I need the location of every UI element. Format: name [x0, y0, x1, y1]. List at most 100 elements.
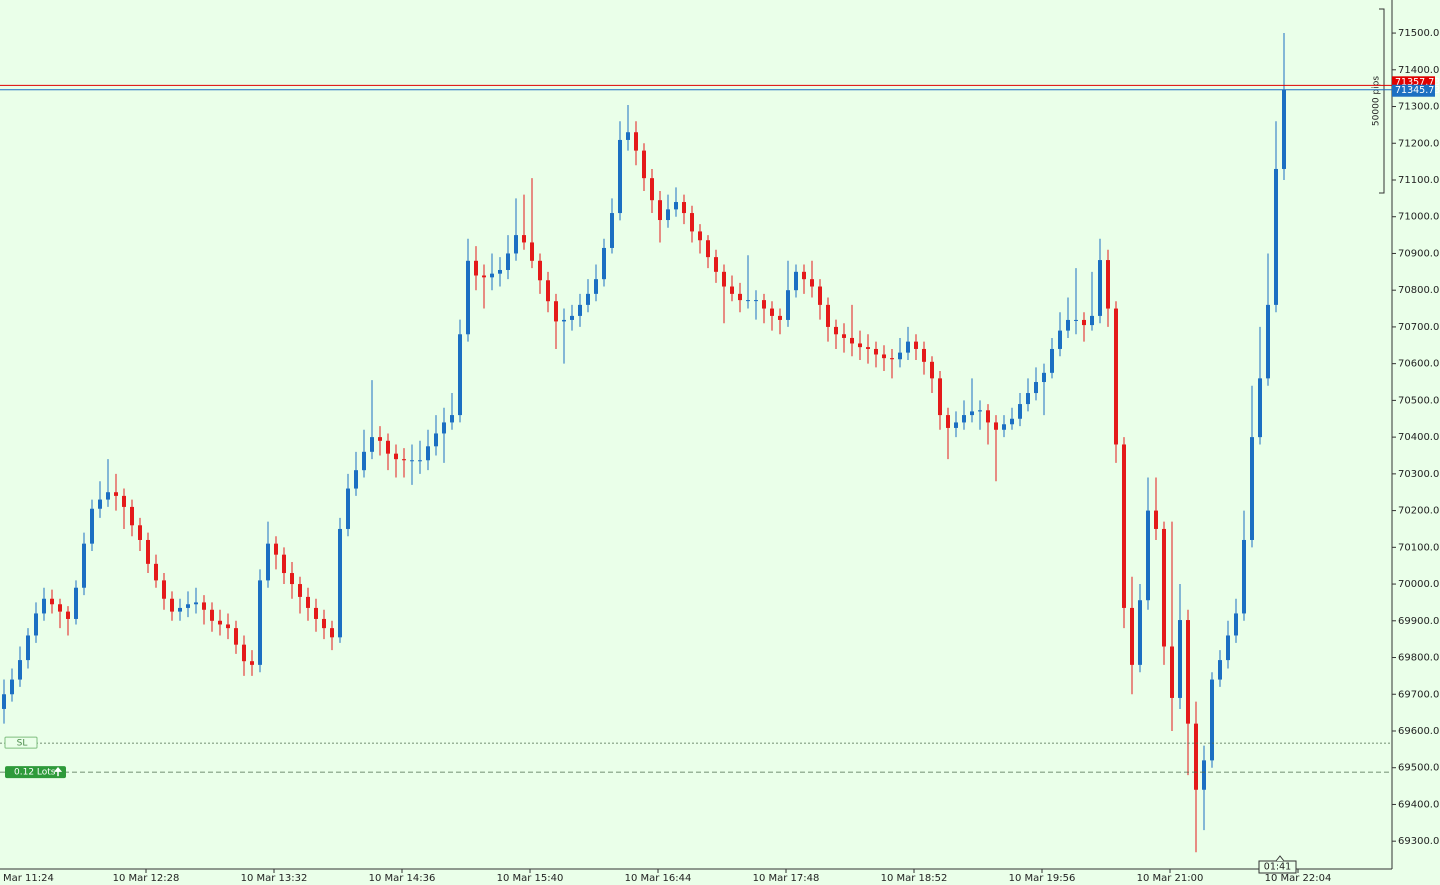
candle-body: [410, 460, 414, 462]
candle-body: [1066, 319, 1070, 331]
candle-body: [106, 492, 110, 500]
lots-box: [5, 766, 66, 779]
candle-body: [978, 410, 982, 412]
candle-body: [234, 628, 238, 645]
candle-body: [538, 260, 542, 281]
x-tick-label: 10 Mar 19:56: [1009, 873, 1076, 884]
timer-notch: [1275, 855, 1285, 862]
y-tick-label: 69300.00: [1398, 836, 1440, 847]
candle-body: [10, 679, 14, 695]
candle-body: [98, 499, 102, 509]
candle-body: [666, 209, 670, 221]
y-tick-label: 69400.00: [1398, 799, 1440, 810]
candle-body: [1218, 660, 1222, 680]
candle-body: [194, 602, 198, 605]
price-label: 71345.73: [1395, 85, 1440, 96]
lots-arrow: [53, 766, 63, 777]
candle-body: [298, 584, 302, 597]
candle-body: [34, 613, 38, 636]
y-tick-label: 69800.00: [1398, 653, 1440, 664]
candle-body: [322, 618, 326, 629]
candle-body: [1010, 418, 1014, 425]
candle-body: [1242, 539, 1246, 614]
candle-body: [370, 437, 374, 452]
candle-body: [18, 660, 22, 680]
candle-body: [1002, 424, 1006, 430]
candle-body: [122, 495, 126, 507]
candle-body: [754, 300, 758, 302]
candle-body: [378, 437, 382, 441]
candle-body: [658, 200, 662, 221]
ruler-label: 50000 pips: [1372, 76, 1382, 126]
candle-body: [554, 301, 558, 322]
candle-body: [762, 300, 766, 309]
y-tick-label: 71000.00: [1398, 212, 1440, 223]
candle-body: [682, 202, 686, 214]
candle-body: [810, 279, 814, 287]
candle-body: [690, 213, 694, 232]
candle-body: [354, 470, 358, 489]
candle-body: [258, 580, 262, 665]
candle-body: [994, 422, 998, 430]
candle-body: [1210, 679, 1214, 761]
candle-body: [458, 334, 462, 416]
lots-label: 0.12 Lots: [14, 768, 56, 778]
candle-body: [1170, 646, 1174, 698]
candle-body: [226, 624, 230, 629]
timer-label: 01:41: [1264, 862, 1291, 873]
price-label: 71357.73: [1395, 77, 1440, 88]
candle-body: [202, 602, 206, 610]
y-tick-label: 70500.00: [1398, 395, 1440, 406]
candle-body: [1274, 168, 1278, 305]
candle-body: [1106, 260, 1110, 309]
candle-body: [1114, 308, 1118, 445]
candle-body: [898, 352, 902, 360]
candle-body: [1250, 437, 1254, 540]
y-tick-label: 69900.00: [1398, 616, 1440, 627]
candle-body: [642, 150, 646, 179]
candle-body: [250, 661, 254, 665]
candle-body: [1258, 378, 1262, 438]
candle-body: [1154, 510, 1158, 529]
x-tick-label: Mar 11:24: [3, 873, 54, 884]
candle-body: [1138, 600, 1142, 665]
ruler-bracket: [1379, 8, 1385, 194]
candle-body: [930, 361, 934, 379]
candle-body: [618, 139, 622, 214]
y-tick-label: 70300.00: [1398, 469, 1440, 480]
candle-body: [962, 415, 966, 423]
candle-body: [66, 611, 70, 619]
candle-body: [1282, 89, 1286, 169]
candle-body: [402, 459, 406, 461]
candle-body: [706, 240, 710, 258]
candle-body: [842, 334, 846, 338]
candle-body: [1146, 510, 1150, 601]
candle-body: [418, 460, 422, 462]
candle-body: [474, 260, 478, 276]
candle-body: [50, 598, 54, 605]
candle-body: [1074, 319, 1078, 321]
candle-body: [650, 178, 654, 201]
candle-body: [1050, 348, 1054, 373]
y-tick-label: 71400.00: [1398, 65, 1440, 76]
candle-body: [386, 440, 390, 454]
candle-body: [1226, 635, 1230, 661]
candle-body: [1090, 315, 1094, 326]
candle-body: [490, 273, 494, 278]
y-tick-label: 70100.00: [1398, 542, 1440, 553]
candle-body: [594, 279, 598, 294]
candle-body: [2, 694, 6, 709]
candle-body: [186, 604, 190, 608]
y-tick-label: 71200.00: [1398, 138, 1440, 149]
candle-body: [210, 609, 214, 621]
candle-body: [586, 293, 590, 305]
candle-body: [834, 326, 838, 335]
candle-body: [882, 354, 886, 359]
candle-body: [770, 308, 774, 316]
x-tick-label: 10 Mar 13:32: [241, 873, 308, 884]
candle-body: [1018, 404, 1022, 419]
candle-body: [794, 271, 798, 291]
candle-body: [938, 378, 942, 416]
